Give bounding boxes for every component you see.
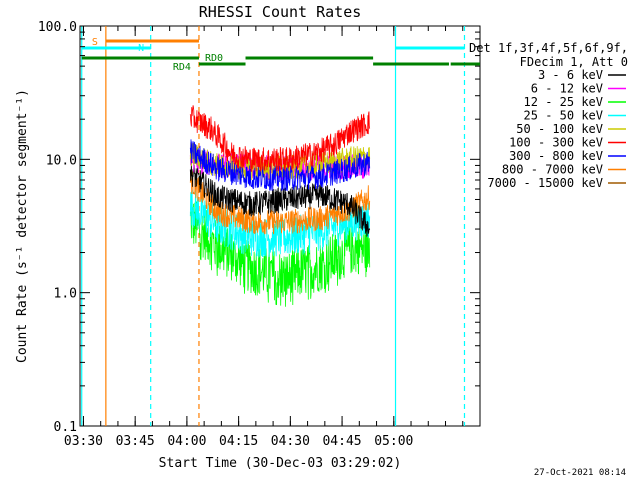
legend-label: 100 - 300 keV: [509, 136, 603, 150]
chart-title: RHESSI Count Rates: [199, 3, 362, 21]
plot-area: S N RD0 RD4 100.0 10.0 1.0 0.1 03:30 03:45 04:00…: [38, 20, 481, 449]
legend-label: 7000 - 15000 keV: [487, 176, 603, 190]
x-axis-label: Start Time (30-Dec-03 03:29:02): [159, 456, 402, 471]
x-tick-label: 04:15: [219, 434, 258, 449]
x-tick-label: 03:45: [116, 434, 155, 449]
series-layer: [189, 105, 371, 307]
y-tick-label: 10.0: [46, 153, 77, 168]
legend: Det 1f,3f,4f,5f,6f,9f, FDecim 1, Att 0 3…: [469, 41, 628, 190]
x-tick-label: 04:30: [271, 434, 310, 449]
flag-label: N: [138, 43, 144, 54]
y-axis-label: Count Rate (s⁻¹ detector segment⁻¹): [15, 89, 30, 363]
x-tick-label: 04:00: [167, 434, 206, 449]
plot-frame: [79, 25, 481, 427]
y-axis: 100.0 10.0 1.0 0.1: [38, 20, 480, 435]
legend-label: 3 - 6 keV: [538, 68, 603, 82]
series-line-300-800keV: [189, 139, 371, 192]
flag-label: RD0: [205, 53, 223, 64]
series-line-12-25keV: [189, 201, 371, 307]
series-line-100-300keV: [189, 105, 371, 172]
y-tick-label: 100.0: [38, 20, 77, 35]
series-line-3-6keV: [189, 162, 371, 237]
legend-header-line-2: FDecim 1, Att 0: [520, 55, 628, 69]
flag-bars: S N RD0 RD4: [81, 37, 480, 73]
attenuator-lines: [81, 26, 466, 426]
legend-label: 50 - 100 keV: [516, 122, 603, 136]
legend-label: 12 - 25 keV: [524, 95, 603, 109]
legend-label: 25 - 50 keV: [524, 109, 603, 123]
y-tick-label: 1.0: [54, 287, 77, 302]
x-tick-label: 05:00: [374, 434, 413, 449]
flag-label: RD4: [173, 62, 191, 73]
legend-label: 6 - 12 keV: [531, 82, 603, 96]
y-tick-label: 0.1: [54, 420, 77, 435]
legend-header-line-1: Det 1f,3f,4f,5f,6f,9f,: [469, 41, 628, 55]
x-axis: 03:30 03:45 04:00 04:15 04:30 04:45 05:00: [64, 26, 481, 449]
flag-label: S: [92, 37, 98, 48]
legend-label: 300 - 800 keV: [509, 149, 603, 163]
footer-date: 27-Oct-2021 08:14: [534, 468, 626, 478]
legend-label: 800 - 7000 keV: [502, 163, 603, 177]
x-tick-label: 04:45: [322, 434, 361, 449]
series-line-800-7000keV: [189, 170, 371, 235]
x-tick-label: 03:30: [64, 434, 103, 449]
